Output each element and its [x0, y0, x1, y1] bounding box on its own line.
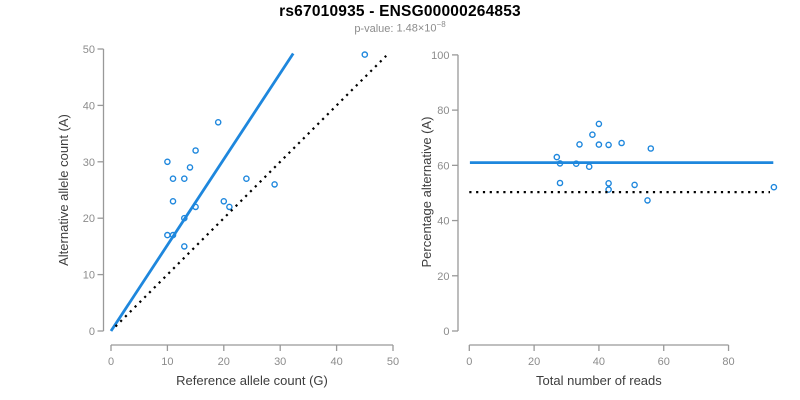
data-point — [164, 231, 171, 239]
p-value-label: p-value: — [354, 22, 394, 35]
y-tick-label: 0 — [89, 326, 95, 338]
data-point — [585, 163, 593, 170]
y-tick-label: 10 — [83, 270, 95, 282]
x-axis-label: Total number of reads — [536, 373, 662, 388]
data-point — [192, 147, 199, 154]
y-tick-label: 40 — [83, 100, 95, 112]
plot-title: rs67010935 - ENSG00000264853 — [279, 3, 521, 20]
data-point — [226, 203, 233, 211]
x-tick-label: 40 — [593, 356, 605, 368]
fitted-ratio-line — [109, 52, 295, 332]
data-point — [589, 131, 596, 138]
y-axis-label: Percentage alternative (A) — [419, 116, 434, 267]
data-point — [186, 164, 194, 171]
x-tick-label: 20 — [528, 356, 540, 368]
p-value-base: ×10 — [417, 22, 437, 35]
data-point — [361, 51, 369, 58]
y-tick-label: 20 — [437, 271, 449, 283]
data-point — [169, 175, 177, 182]
data-point — [647, 145, 655, 152]
y-tick-label: 0 — [443, 326, 449, 338]
y-tick-label: 100 — [431, 50, 449, 62]
data-point — [605, 141, 612, 149]
y-axis-label: Alternative allele count (A) — [56, 114, 71, 266]
p-value-mantissa: 1.48 — [396, 22, 418, 35]
x-tick-label: 30 — [274, 356, 286, 368]
y-tick-label: 60 — [437, 160, 449, 172]
data-point — [631, 181, 638, 189]
data-point — [605, 179, 612, 187]
y-tick-label: 50 — [83, 44, 95, 56]
x-axis-label: Reference allele count (G) — [176, 373, 328, 388]
data-point — [644, 197, 651, 204]
data-point — [553, 153, 561, 161]
p-value-subtitle: p-value: 1.48×10−8 — [0, 20, 800, 35]
data-point — [595, 120, 603, 128]
left-plot: 0 10 20 30 40 50 0 10 20 30 40 50 Reference allele c… — [56, 44, 399, 388]
right-plot: 0 20 40 60 80 0 20 40 60 80 100 Total number of rea… — [419, 50, 778, 388]
x-tick-label: 80 — [722, 356, 734, 368]
data-point — [271, 181, 278, 188]
y-tick-label: 30 — [83, 157, 95, 169]
data-point — [180, 175, 188, 182]
data-point — [770, 183, 778, 191]
x-tick-label: 50 — [387, 356, 399, 368]
data-point — [164, 158, 171, 166]
data-point — [220, 197, 228, 205]
y-tick-label: 40 — [437, 216, 449, 228]
y-tick-label: 80 — [437, 105, 449, 117]
x-tick-label: 0 — [108, 356, 114, 368]
data-point — [243, 175, 250, 182]
x-tick-label: 60 — [658, 356, 670, 368]
x-tick-label: 20 — [218, 356, 230, 368]
identity-line — [114, 55, 387, 328]
x-tick-label: 0 — [466, 356, 472, 368]
x-tick-label: 10 — [161, 356, 173, 368]
data-point — [576, 141, 583, 148]
data-point — [618, 139, 625, 147]
p-value-exponent: −8 — [436, 20, 446, 29]
data-point — [169, 197, 177, 205]
data-point — [180, 243, 188, 250]
data-point — [605, 186, 612, 193]
data-point — [214, 119, 222, 126]
y-tick-label: 20 — [83, 213, 95, 225]
x-tick-label: 40 — [330, 356, 342, 368]
data-point — [556, 179, 564, 187]
data-point — [595, 141, 603, 148]
